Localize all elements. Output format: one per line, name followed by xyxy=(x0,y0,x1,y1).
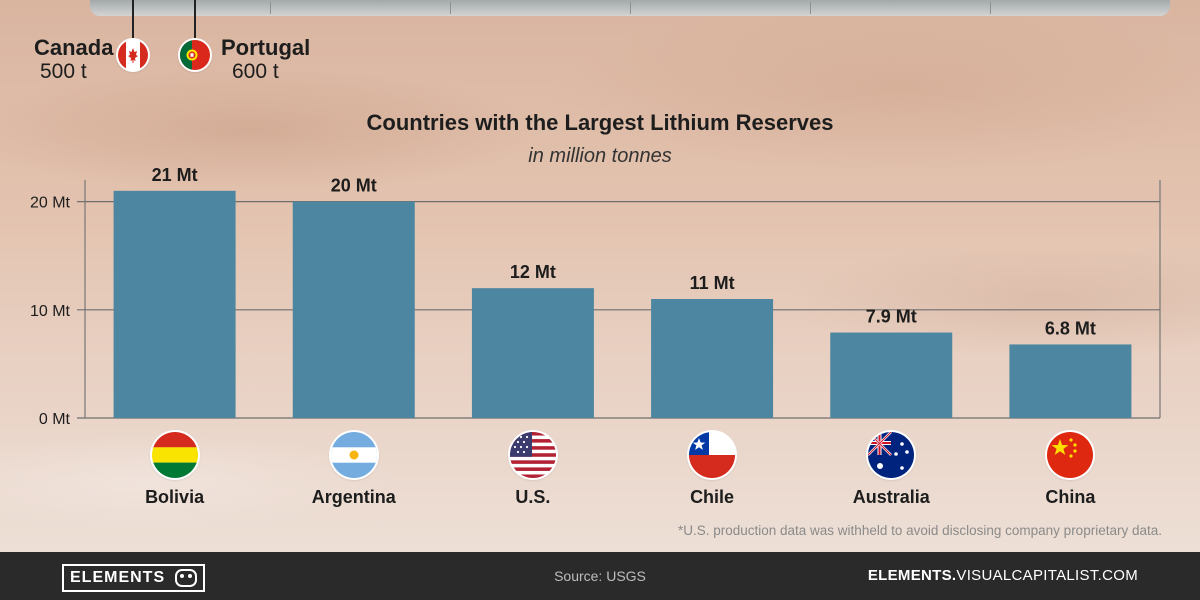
bar-chile xyxy=(651,299,774,418)
canada-flag-icon xyxy=(118,40,148,70)
argentina-flag-icon xyxy=(330,432,377,478)
bar-us xyxy=(471,288,594,418)
category-label-us: U.S. xyxy=(515,487,550,507)
elements-logo[interactable]: ELEMENTS xyxy=(62,564,206,592)
category-label-bolivia: Bolivia xyxy=(145,487,205,507)
data-label-australia: 7.9 Mt xyxy=(866,307,917,327)
top-decoration-strip xyxy=(90,0,1170,16)
bolivia-flag-icon xyxy=(151,432,198,478)
y-tick-label: 10 Mt xyxy=(30,303,71,320)
footnote: *U.S. production data was withheld to av… xyxy=(677,523,1162,538)
portugal-flag-icon xyxy=(180,40,210,70)
source-text: Source: USGS xyxy=(554,568,646,584)
bar-australia xyxy=(830,332,953,418)
y-tick-label: 20 Mt xyxy=(30,195,71,212)
category-label-australia: Australia xyxy=(853,487,931,507)
site-link[interactable]: ELEMENTS.VISUALCAPITALIST.COM xyxy=(868,567,1138,584)
callout-canada-value: 500 t xyxy=(40,60,87,83)
category-label-chile: Chile xyxy=(690,487,734,507)
chart-title: Countries with the Largest Lithium Reser… xyxy=(367,110,834,135)
callout-portugal-value: 600 t xyxy=(232,60,279,83)
bar-argentina xyxy=(292,201,415,418)
callout-portugal-name: Portugal xyxy=(221,35,311,60)
data-label-bolivia: 21 Mt xyxy=(152,165,198,185)
chart-subtitle: in million tonnes xyxy=(528,145,671,167)
category-label-china: China xyxy=(1045,487,1096,507)
us-flag-icon xyxy=(509,432,556,478)
china-flag-icon xyxy=(1047,432,1094,478)
site-bold: ELEMENTS. xyxy=(867,567,957,584)
footer-bar: ELEMENTS Source: USGS ELEMENTS.VISUALCAP… xyxy=(0,552,1200,600)
data-label-argentina: 20 Mt xyxy=(331,176,377,196)
bar-bolivia xyxy=(113,190,236,418)
site-rest: VISUALCAPITALIST.COM xyxy=(956,567,1138,584)
bar-chart: Countries with the Largest Lithium Reser… xyxy=(30,110,1161,507)
data-label-china: 6.8 Mt xyxy=(1045,318,1096,338)
callout-canada-name: Canada xyxy=(34,35,114,60)
logo-text: ELEMENTS xyxy=(70,569,166,586)
y-tick-label: 0 Mt xyxy=(39,411,71,428)
bar-china xyxy=(1009,344,1132,418)
data-label-us: 12 Mt xyxy=(510,262,556,282)
data-label-chile: 11 Mt xyxy=(690,273,735,293)
australia-flag-icon xyxy=(868,432,915,478)
logo-mask-icon xyxy=(175,569,198,587)
category-label-argentina: Argentina xyxy=(312,487,397,507)
chile-flag-icon xyxy=(689,432,736,478)
